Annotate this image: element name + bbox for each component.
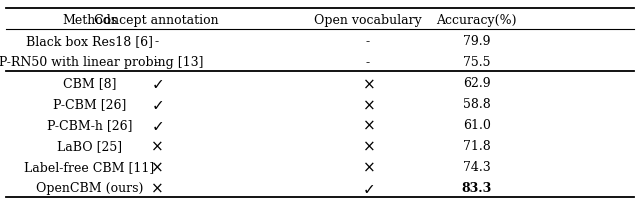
Text: -: - [155,56,159,69]
Text: 79.9: 79.9 [463,35,490,48]
Text: $\times$: $\times$ [362,159,374,174]
Text: -: - [366,35,370,48]
Text: 74.3: 74.3 [463,160,491,173]
Text: Methods: Methods [62,14,117,27]
Text: 58.8: 58.8 [463,98,491,110]
Text: Black box Res18 [6]: Black box Res18 [6] [26,35,153,48]
Text: 75.5: 75.5 [463,56,490,69]
Text: $\times$: $\times$ [150,180,163,195]
Text: $\checkmark$: $\checkmark$ [150,97,163,111]
Text: $\checkmark$: $\checkmark$ [150,76,163,91]
Text: $\times$: $\times$ [362,97,374,111]
Text: P-CBM-h [26]: P-CBM-h [26] [47,118,132,131]
Text: 71.8: 71.8 [463,139,491,152]
Text: 61.0: 61.0 [463,118,491,131]
Text: -: - [155,35,159,48]
Text: 83.3: 83.3 [461,181,492,194]
Text: OpenCBM (ours): OpenCBM (ours) [36,181,143,194]
Text: $\times$: $\times$ [362,76,374,91]
Text: 62.9: 62.9 [463,77,491,90]
Text: Concept annotation: Concept annotation [95,14,219,27]
Text: $\checkmark$: $\checkmark$ [150,117,163,132]
Text: P-CBM [26]: P-CBM [26] [53,98,126,110]
Text: Open vocabulary: Open vocabulary [314,14,422,27]
Text: -: - [366,56,370,69]
Text: Label-free CBM [11]: Label-free CBM [11] [24,160,155,173]
Text: $\times$: $\times$ [150,138,163,153]
Text: $\times$: $\times$ [362,117,374,132]
Text: LaBO [25]: LaBO [25] [57,139,122,152]
Text: $\checkmark$: $\checkmark$ [362,180,374,195]
Text: Accuracy(%): Accuracy(%) [436,14,517,27]
Text: CLIP-RN50 with linear probing [13]: CLIP-RN50 with linear probing [13] [0,56,204,69]
Text: CBM [8]: CBM [8] [63,77,116,90]
Text: $\times$: $\times$ [362,138,374,153]
Text: $\times$: $\times$ [150,159,163,174]
